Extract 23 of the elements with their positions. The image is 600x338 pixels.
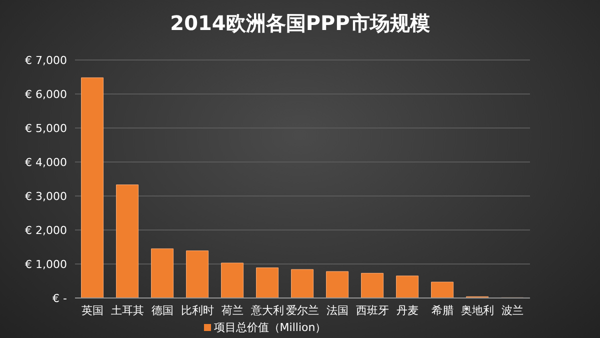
x-tick-label: 意大利 [250,304,284,317]
text: 项目总价值（Million） [214,320,326,335]
x-tick-label: 希腊 [432,304,454,317]
x-tick-label: 土耳其 [111,304,144,317]
x-tick-label: 西班牙 [356,304,389,317]
x-tick-label: 爱尔兰 [286,304,319,317]
y-tick-label: € - [52,292,68,305]
y-tick-label: € 7,000 [25,54,67,67]
y-tick-label: € 1,000 [25,258,67,271]
x-tick-label: 荷兰 [222,304,244,317]
x-tick-label: 波兰 [502,304,524,317]
x-tick-label: 丹麦 [396,304,418,317]
x-tick-label: 法国 [326,304,348,317]
y-tick-label: € 2,000 [25,224,67,237]
chart-title: 2014欧洲各国PPP市场规模 [169,10,431,37]
y-tick-label: € 4,000 [25,156,67,169]
y-tick-label: € 3,000 [25,190,67,203]
y-tick-label: € 5,000 [25,122,67,135]
x-tick-label: 比利时 [181,304,214,317]
x-tick-label: 德国 [152,304,174,317]
x-tick-label: 英国 [82,304,104,317]
x-tick-label: 奥地利 [461,304,494,317]
y-tick-label: € 6,000 [25,88,67,101]
